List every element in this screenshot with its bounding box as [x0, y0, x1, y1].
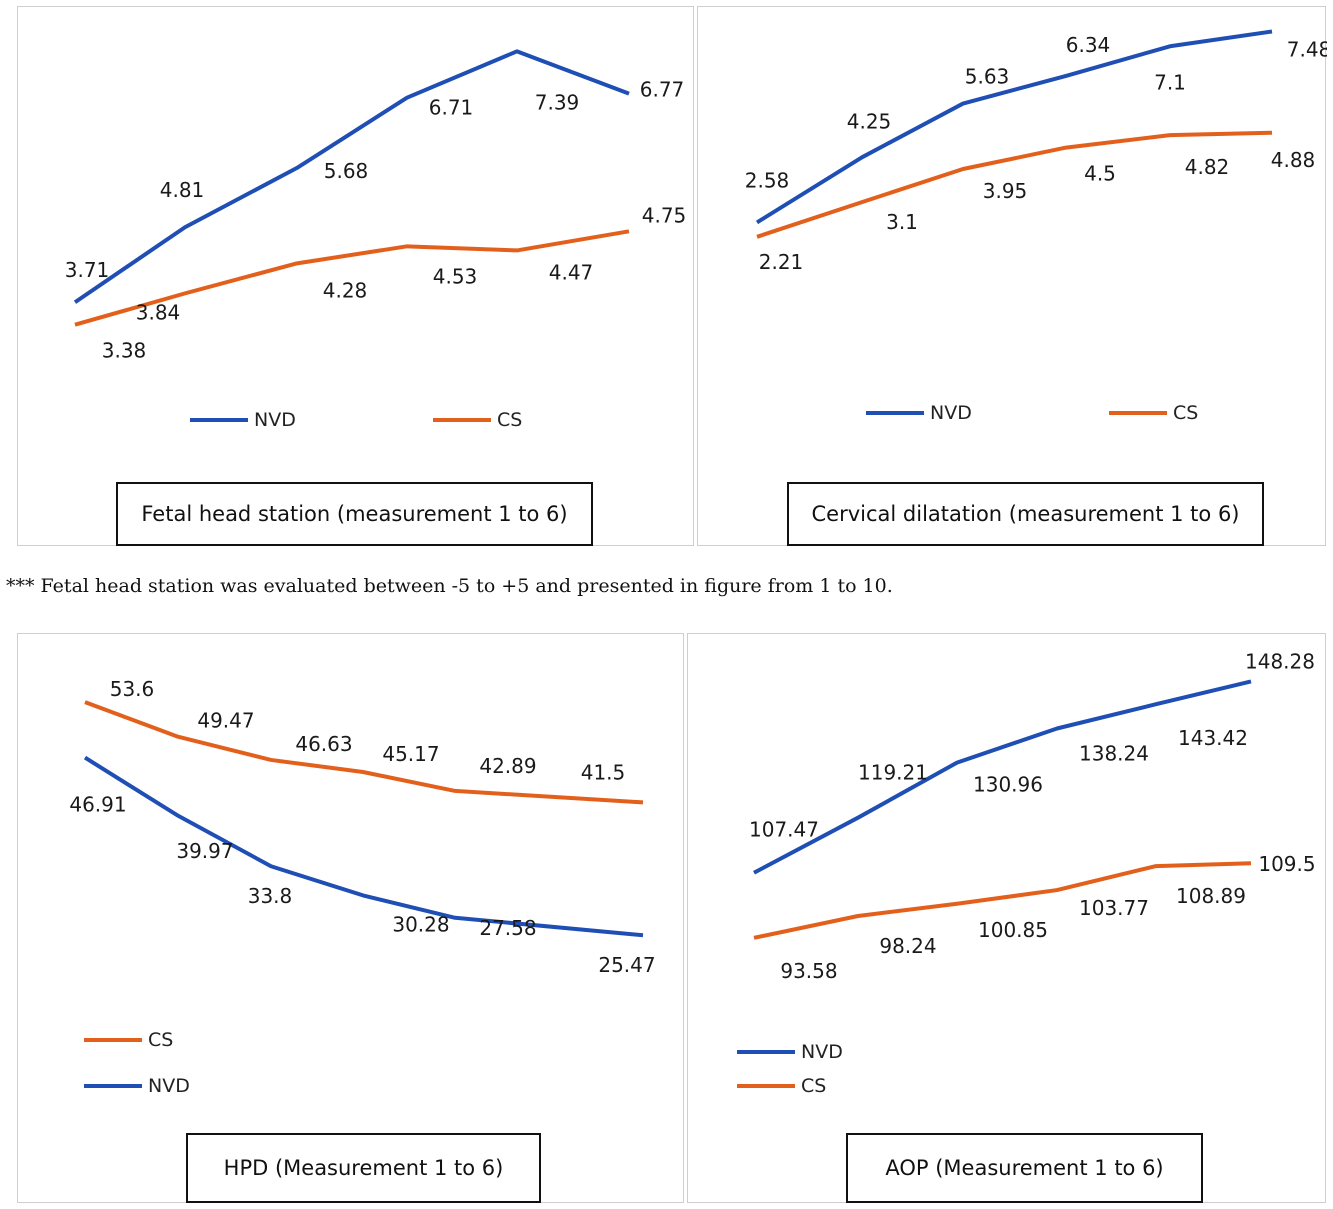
data-label-cs-1: 93.58: [780, 959, 837, 983]
data-label-nvd-1: 3.71: [65, 258, 110, 282]
data-label-nvd-5: 143.42: [1178, 726, 1248, 750]
data-label-cs-2: 3.1: [886, 210, 918, 234]
data-label-nvd-3: 33.8: [248, 884, 293, 908]
chart-panel-fetal-head-station: 3.71 4.81 5.68 6.71 7.39 6.77 3.38 3.84 4.28 4.53…: [17, 6, 694, 546]
data-label-nvd-2: 39.97: [176, 839, 233, 863]
legend-entry-cs: CS: [737, 1075, 826, 1097]
data-label-cs-4: 103.77: [1079, 896, 1149, 920]
chart-plot-hpd: 46.91 39.97 33.8 30.28 27.58 25.47 53.6 49.47 46…: [69, 677, 655, 977]
legend-swatch-cs: [737, 1084, 795, 1088]
legend-swatch-nvd: [866, 411, 924, 415]
data-label-nvd-6: 25.47: [598, 953, 655, 977]
footnote: *** Fetal head station was evaluated bet…: [6, 575, 893, 597]
chart-panel-hpd: 46.91 39.97 33.8 30.28 27.58 25.47 53.6 49.47 46…: [17, 633, 684, 1203]
legend-entry-nvd: NVD: [190, 409, 296, 431]
data-label-cs-4: 45.17: [382, 742, 439, 766]
data-label-nvd-2: 119.21: [858, 761, 928, 785]
data-label-nvd-4: 30.28: [392, 912, 449, 936]
chart-title-fetal-head-station: Fetal head station (measurement 1 to 6): [116, 482, 593, 546]
data-label-nvd-1: 107.47: [749, 818, 819, 842]
data-label-cs-3: 3.95: [983, 179, 1028, 203]
legend-swatch-cs: [433, 418, 491, 422]
series-line-cs: [753, 861, 1252, 940]
series-line-nvd: [83, 755, 644, 938]
legend-label-cs: CS: [148, 1029, 174, 1051]
data-label-nvd-3: 130.96: [973, 773, 1043, 797]
legend-entry-nvd: NVD: [84, 1075, 190, 1097]
data-label-nvd-5: 7.1: [1154, 70, 1186, 94]
data-label-nvd-2: 4.25: [847, 109, 892, 133]
legend-label-nvd: NVD: [930, 402, 972, 424]
legend-entry-cs: CS: [84, 1029, 173, 1051]
chart-plot-fetal-head-station: 3.71 4.81 5.68 6.71 7.39 6.77 3.38 3.84 4.28 4.53…: [65, 49, 687, 363]
series-line-nvd: [755, 29, 1273, 225]
legend-swatch-cs: [1109, 411, 1167, 415]
chart-plot-aop: 107.47 119.21 130.96 138.24 143.42 148.28 93.5…: [749, 649, 1316, 983]
data-label-nvd-5: 27.58: [479, 916, 536, 940]
data-label-cs-5: 4.47: [549, 260, 594, 284]
data-label-cs-4: 4.5: [1084, 162, 1116, 186]
legend-label-cs: CS: [497, 409, 523, 431]
data-label-cs-2: 98.24: [879, 934, 936, 958]
data-label-cs-1: 53.6: [110, 677, 155, 701]
data-label-cs-6: 109.5: [1258, 852, 1315, 876]
legend-swatch-cs: [84, 1038, 142, 1042]
chart-title-cervical-dilatation: Cervical dilatation (measurement 1 to 6): [787, 482, 1264, 546]
series-line-cs: [756, 130, 1273, 239]
data-label-nvd-6: 7.48: [1287, 37, 1327, 61]
data-label-nvd-3: 5.63: [965, 65, 1010, 89]
series-line-nvd: [753, 679, 1252, 875]
data-label-nvd-4: 6.71: [429, 96, 474, 120]
series-line-cs: [74, 229, 630, 327]
data-label-nvd-4: 138.24: [1079, 742, 1149, 766]
chart-panel-cervical-dilatation: 2.58 4.25 5.63 6.34 7.1 7.48 2.21 3.1 3.95 4.5 4.8…: [697, 6, 1327, 546]
data-label-cs-5: 4.82: [1185, 155, 1230, 179]
legend-swatch-nvd: [84, 1084, 142, 1088]
data-label-cs-6: 41.5: [581, 760, 626, 784]
chart-panel-aop: 107.47 119.21 130.96 138.24 143.42 148.28 93.5…: [687, 633, 1326, 1203]
data-label-cs-2: 49.47: [197, 708, 254, 732]
legend-label-nvd: NVD: [801, 1041, 843, 1063]
data-label-nvd-1: 2.58: [745, 168, 790, 192]
data-label-nvd-4: 6.34: [1066, 33, 1111, 57]
data-label-cs-5: 108.89: [1176, 884, 1246, 908]
legend-label-nvd: NVD: [254, 409, 296, 431]
legend-entry-cs: CS: [433, 409, 522, 431]
legend-label-cs: CS: [1173, 402, 1199, 424]
data-label-cs-1: 3.38: [102, 339, 147, 363]
data-label-cs-3: 4.28: [323, 278, 368, 302]
legend-swatch-nvd: [190, 418, 248, 422]
series-line-cs: [84, 700, 644, 805]
chart-title-hpd: HPD (Measurement 1 to 6): [186, 1133, 541, 1203]
chart-plot-cervical-dilatation: 2.58 4.25 5.63 6.34 7.1 7.48 2.21 3.1 3.95 4.5 4.8…: [745, 29, 1327, 274]
legend-label-cs: CS: [801, 1075, 827, 1097]
data-label-cs-6: 4.75: [642, 203, 687, 227]
data-label-cs-5: 42.89: [479, 754, 536, 778]
data-label-nvd-6: 148.28: [1245, 649, 1315, 673]
data-label-cs-3: 46.63: [295, 732, 352, 756]
data-label-nvd-6: 6.77: [640, 78, 685, 102]
data-label-cs-1: 2.21: [759, 250, 804, 274]
chart-title-aop: AOP (Measurement 1 to 6): [846, 1133, 1203, 1203]
data-label-nvd-2: 4.81: [160, 178, 205, 202]
legend-label-nvd: NVD: [148, 1075, 190, 1097]
data-label-nvd-1: 46.91: [69, 793, 126, 817]
data-label-cs-6: 4.88: [1271, 148, 1316, 172]
legend-entry-cs: CS: [1109, 402, 1198, 424]
data-label-cs-4: 4.53: [433, 264, 478, 288]
series-line-nvd: [73, 49, 630, 304]
legend-entry-nvd: NVD: [866, 402, 972, 424]
legend-entry-nvd: NVD: [737, 1041, 843, 1063]
data-label-nvd-3: 5.68: [324, 159, 369, 183]
legend-swatch-nvd: [737, 1050, 795, 1054]
data-label-cs-3: 100.85: [978, 918, 1048, 942]
data-label-nvd-5: 7.39: [535, 90, 580, 114]
data-label-cs-2: 3.84: [136, 300, 181, 324]
